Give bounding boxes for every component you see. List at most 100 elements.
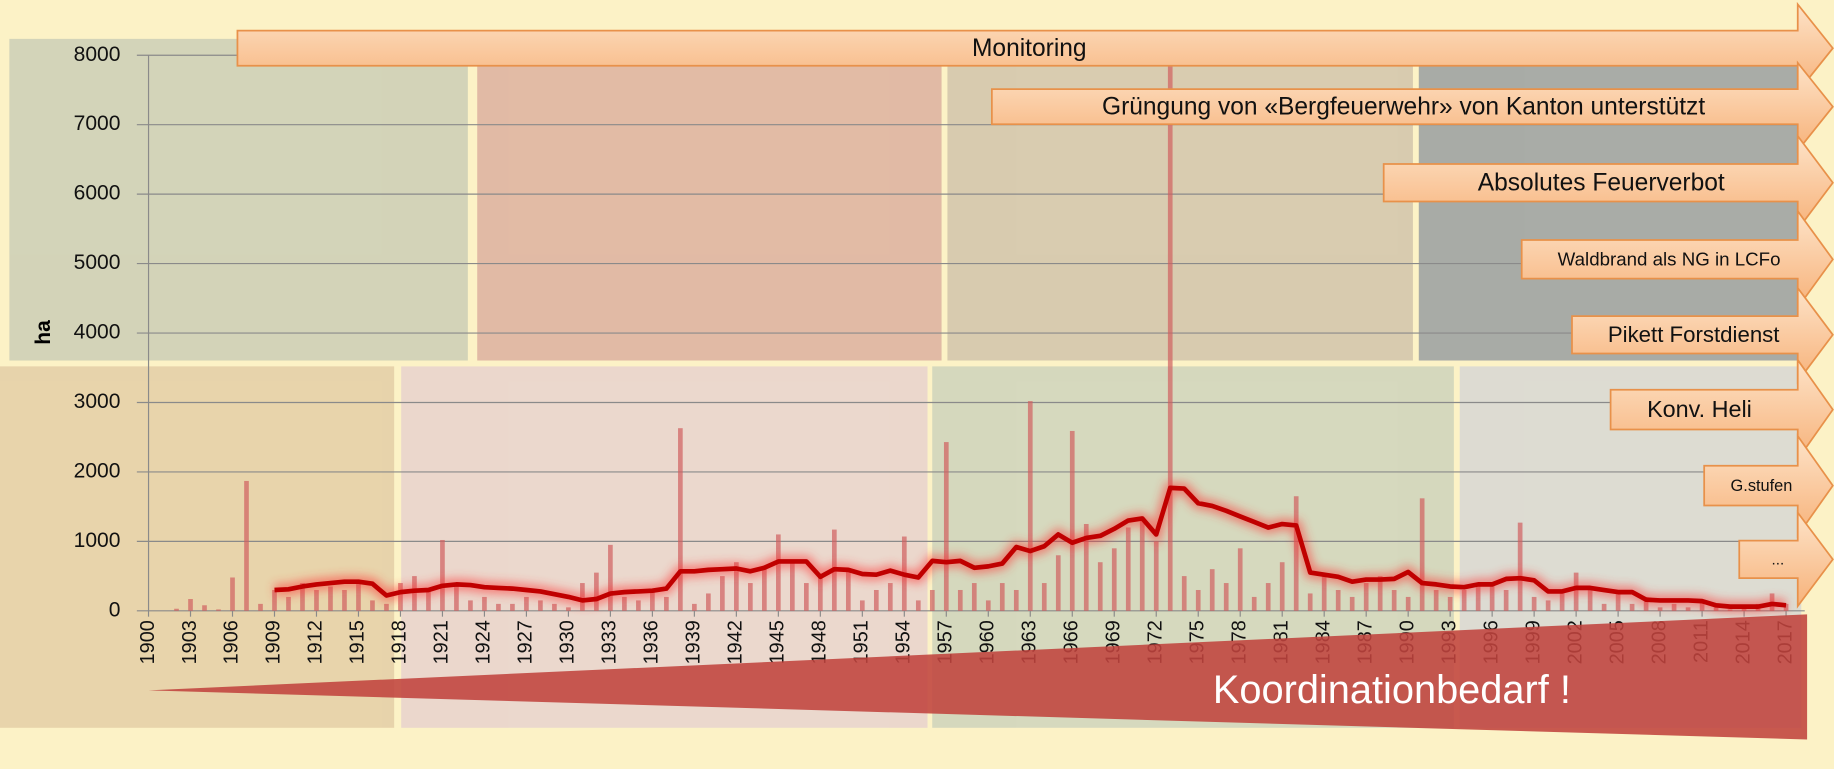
bar <box>1098 562 1103 611</box>
bar <box>1406 597 1411 611</box>
bar <box>482 597 487 611</box>
x-tick-label: 1939 <box>683 620 705 664</box>
bar <box>860 600 865 610</box>
bar <box>1686 607 1691 610</box>
bar <box>1140 521 1145 611</box>
y-tick-label: 0 <box>109 598 121 621</box>
chart: ha 0100020003000400050006000700080001900… <box>0 0 1834 769</box>
bar <box>328 587 333 611</box>
bar <box>1364 583 1369 611</box>
x-tick-label: 1948 <box>809 620 831 664</box>
bar <box>1154 541 1159 610</box>
bar <box>314 590 319 611</box>
bar <box>1448 597 1453 611</box>
bar <box>1266 583 1271 611</box>
arrow-label: Konv. Heli <box>1647 396 1752 422</box>
page: {"chart_data":{"type":"bar", "y_label":"… <box>0 0 1834 769</box>
bar <box>594 573 599 611</box>
bar <box>370 600 375 610</box>
bar <box>1308 593 1313 610</box>
bar <box>244 481 249 611</box>
x-tick-label: 1915 <box>347 620 369 664</box>
bar <box>776 534 781 610</box>
x-tick-label: 1906 <box>221 620 243 664</box>
arrow-label: ... <box>1772 552 1785 569</box>
bar <box>258 604 263 611</box>
bar <box>188 599 193 611</box>
bar <box>1392 590 1397 611</box>
bar <box>804 583 809 611</box>
bar <box>1504 590 1509 611</box>
bar <box>286 597 291 611</box>
bar <box>524 597 529 611</box>
bar <box>930 590 935 611</box>
bar <box>538 600 543 610</box>
bar <box>510 604 515 611</box>
y-tick-label: 7000 <box>74 112 121 135</box>
y-tick-label: 6000 <box>74 182 121 205</box>
y-tick-label: 5000 <box>74 251 121 274</box>
y-tick-label: 2000 <box>74 459 121 482</box>
bar <box>986 600 991 610</box>
bar <box>706 593 711 610</box>
bar <box>1252 597 1257 611</box>
x-tick-label: 1942 <box>725 620 747 664</box>
y-axis-label: ha <box>32 320 55 345</box>
arrow-label: Grüngung von «Bergfeuerwehr» von Kanton … <box>1102 93 1705 120</box>
bar <box>1126 527 1131 610</box>
bar <box>202 605 207 611</box>
bar <box>1336 590 1341 611</box>
y-tick-label: 1000 <box>74 529 121 552</box>
bar <box>972 583 977 611</box>
x-tick-label: 1945 <box>767 620 789 664</box>
bar <box>888 583 893 611</box>
bar <box>874 590 879 611</box>
bar <box>664 597 669 611</box>
bar <box>958 590 963 611</box>
bar <box>1280 562 1285 611</box>
bar <box>384 604 389 611</box>
x-tick-label: 1900 <box>137 620 159 664</box>
bar <box>1532 597 1537 611</box>
bar <box>1042 583 1047 611</box>
bar <box>230 577 235 610</box>
bar <box>1434 590 1439 611</box>
bar <box>692 604 697 611</box>
arrow-label: Pikett Forstdienst <box>1608 322 1780 347</box>
bar <box>1350 597 1355 611</box>
bar <box>1056 555 1061 611</box>
x-tick-label: 1927 <box>515 620 537 664</box>
bar <box>496 604 501 611</box>
bar <box>1322 576 1327 611</box>
bar <box>216 609 221 610</box>
bar <box>1462 590 1467 611</box>
y-tick-label: 3000 <box>74 390 121 413</box>
arrow-label: Monitoring <box>972 35 1087 62</box>
y-tick-label: 8000 <box>74 43 121 66</box>
bar <box>790 562 795 611</box>
bar <box>1070 431 1075 611</box>
arrow-label: G.stufen <box>1731 477 1793 495</box>
arrow-label: Absolutes Feuerverbot <box>1478 169 1725 196</box>
x-tick-label: 1918 <box>389 620 411 664</box>
bar <box>468 600 473 610</box>
bar <box>1602 604 1607 611</box>
bar <box>678 428 683 611</box>
bar <box>636 600 641 610</box>
bar <box>762 569 767 611</box>
bar <box>1168 62 1173 611</box>
x-tick-label: 1921 <box>431 620 453 664</box>
bar <box>1182 576 1187 611</box>
bar <box>622 597 627 611</box>
bar <box>1630 604 1635 611</box>
bar <box>1014 590 1019 611</box>
bar <box>1238 548 1243 611</box>
bar <box>1658 607 1663 610</box>
bar <box>552 604 557 611</box>
bar <box>1196 590 1201 611</box>
x-tick-label: 1903 <box>179 620 201 664</box>
bar <box>566 607 571 610</box>
bar <box>748 583 753 611</box>
bar <box>1000 583 1005 611</box>
callout-label: Koordinationbedarf ! <box>1213 668 1571 712</box>
